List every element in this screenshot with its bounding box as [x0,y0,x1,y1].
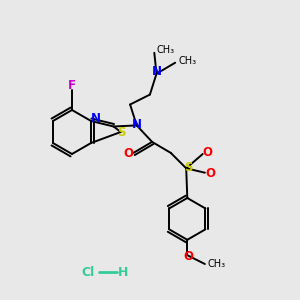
Text: H: H [118,266,128,278]
Text: S: S [118,127,126,140]
Text: CH₃: CH₃ [208,259,226,269]
Text: Cl: Cl [81,266,94,278]
Text: O: O [123,147,134,161]
Text: CH₃: CH₃ [156,45,174,55]
Text: N: N [91,112,101,124]
Text: N: N [152,65,161,78]
Text: O: O [205,167,215,180]
Text: F: F [68,79,76,92]
Text: O: O [203,146,213,158]
Text: CH₃: CH₃ [178,56,196,66]
Text: S: S [184,161,193,174]
Text: N: N [132,118,142,131]
Text: O: O [183,250,193,263]
